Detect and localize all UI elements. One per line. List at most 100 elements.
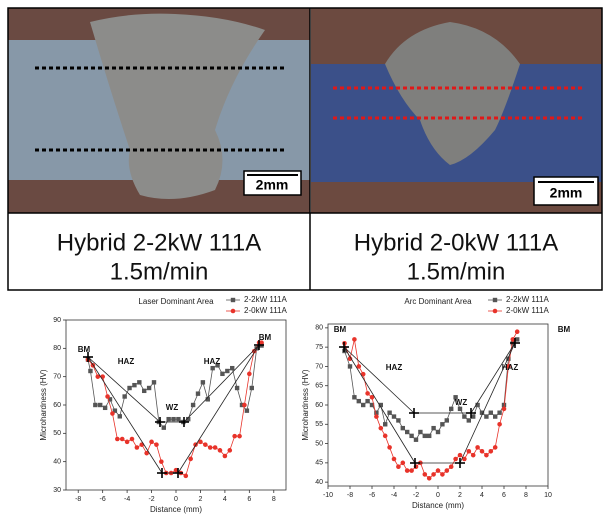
x-tick-label: -4 bbox=[124, 496, 130, 503]
x-tick-label: -8 bbox=[75, 496, 81, 503]
data-point bbox=[249, 385, 254, 391]
y-tick-label: 60 bbox=[53, 402, 61, 409]
y-tick-label: 40 bbox=[53, 459, 61, 466]
data-point bbox=[122, 394, 127, 399]
data-point bbox=[497, 421, 502, 427]
data-point bbox=[453, 456, 458, 462]
data-point bbox=[100, 374, 105, 379]
data-point bbox=[506, 364, 511, 369]
data-point bbox=[387, 410, 392, 415]
data-point bbox=[462, 456, 467, 462]
data-point bbox=[183, 473, 189, 479]
data-point bbox=[462, 414, 467, 419]
data-point bbox=[466, 418, 471, 423]
data-point bbox=[413, 437, 419, 442]
y-tick-label: 30 bbox=[53, 487, 61, 494]
y-axis-label: Microhardness (HV) bbox=[39, 369, 48, 440]
data-point bbox=[134, 445, 140, 450]
y-tick-label: 60 bbox=[315, 402, 323, 409]
data-point bbox=[391, 456, 397, 462]
data-point bbox=[444, 418, 449, 423]
data-point bbox=[457, 452, 463, 458]
data-point bbox=[488, 448, 494, 454]
y-tick-label: 50 bbox=[53, 430, 61, 437]
legend-label: 2-0kW 111A bbox=[506, 306, 549, 315]
x-tick-label: 4 bbox=[223, 496, 227, 503]
scale-bar-label: 2mm bbox=[550, 185, 583, 201]
x-tick-label: 0 bbox=[174, 496, 178, 503]
data-point bbox=[440, 422, 445, 427]
data-point bbox=[510, 337, 516, 342]
data-point bbox=[173, 467, 179, 473]
plot-frame bbox=[327, 323, 549, 487]
x-tick-label: 6 bbox=[502, 492, 506, 499]
data-point bbox=[383, 422, 388, 427]
caption: Hybrid 2-2kW 111A bbox=[57, 229, 262, 256]
data-point bbox=[479, 448, 485, 454]
data-point bbox=[154, 442, 159, 447]
data-point bbox=[422, 472, 428, 477]
data-point bbox=[112, 408, 118, 413]
data-point bbox=[195, 391, 201, 396]
data-point bbox=[205, 397, 210, 402]
data-point bbox=[215, 363, 220, 368]
data-point bbox=[396, 418, 401, 423]
data-point bbox=[356, 398, 361, 404]
y-tick-label: 55 bbox=[315, 421, 323, 428]
data-point bbox=[203, 442, 208, 447]
data-point bbox=[360, 371, 366, 377]
data-point bbox=[161, 425, 166, 430]
scale-bar-label: 2mm bbox=[256, 177, 289, 193]
data-point bbox=[137, 380, 142, 385]
chart-title: Arc Dominant Area bbox=[404, 297, 472, 306]
y-axis-label: Microhardness (HV) bbox=[301, 369, 310, 440]
data-point bbox=[405, 429, 410, 435]
data-point bbox=[212, 445, 218, 450]
data-point bbox=[484, 452, 489, 458]
x-axis-label: Distance (mm) bbox=[150, 505, 202, 514]
data-point bbox=[470, 452, 476, 458]
y-tick-label: 80 bbox=[315, 325, 323, 332]
data-point bbox=[501, 406, 507, 412]
data-point bbox=[497, 410, 502, 415]
data-point bbox=[435, 429, 441, 435]
data-point bbox=[396, 464, 401, 470]
data-point bbox=[515, 337, 520, 342]
x-tick-label: 4 bbox=[480, 492, 484, 499]
data-point bbox=[210, 365, 215, 371]
data-point bbox=[427, 433, 432, 439]
data-point bbox=[382, 433, 388, 439]
legend-marker bbox=[230, 297, 236, 303]
x-tick-label: 8 bbox=[272, 496, 276, 503]
annotation: HAZ bbox=[204, 357, 221, 366]
data-point bbox=[124, 439, 130, 445]
data-point bbox=[400, 460, 406, 466]
annotation: BM bbox=[78, 345, 91, 354]
data-point bbox=[144, 450, 149, 456]
data-point bbox=[404, 468, 410, 473]
data-point bbox=[484, 414, 489, 419]
data-point bbox=[102, 405, 108, 411]
data-point bbox=[444, 468, 450, 473]
data-point bbox=[440, 472, 445, 477]
data-point bbox=[356, 364, 362, 369]
data-point bbox=[365, 391, 370, 396]
x-tick-label: -10 bbox=[323, 492, 333, 499]
data-point bbox=[139, 442, 145, 447]
data-point bbox=[347, 356, 353, 362]
x-tick-label: -8 bbox=[347, 492, 353, 499]
data-point bbox=[98, 402, 103, 408]
data-point bbox=[448, 464, 454, 470]
data-point bbox=[217, 448, 223, 453]
data-point bbox=[105, 394, 110, 399]
x-tick-label: 10 bbox=[544, 492, 552, 499]
guide-line bbox=[87, 356, 161, 423]
y-tick-label: 40 bbox=[315, 479, 323, 486]
x-tick-label: 8 bbox=[524, 492, 528, 499]
x-tick-label: 2 bbox=[198, 496, 202, 503]
data-point bbox=[492, 445, 498, 450]
data-point bbox=[107, 397, 113, 402]
data-point bbox=[186, 416, 191, 422]
data-point bbox=[374, 410, 379, 415]
